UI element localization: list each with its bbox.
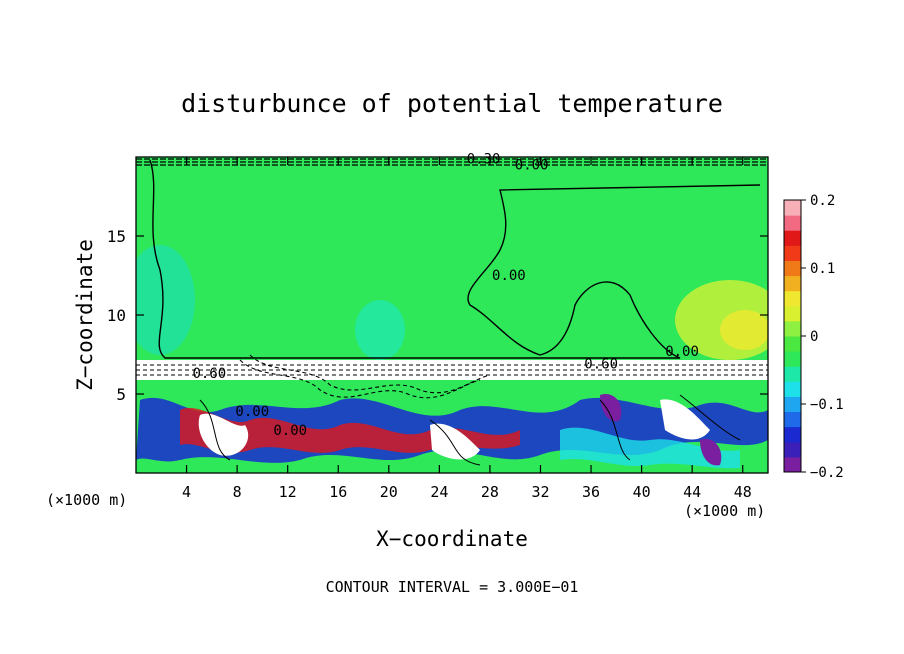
y-tick-label: 5 (116, 385, 126, 404)
x-tick-label: 48 (734, 483, 752, 501)
zero-contour-upper (149, 159, 761, 359)
chart-title: disturbunce of potential temperature (181, 89, 723, 118)
contour-labels: 0.000.000.000.000.000.600.600.30 (192, 151, 698, 439)
x-tick-label: 4 (182, 483, 191, 501)
colorbar-segment (784, 351, 801, 367)
x-tick-label: 12 (279, 483, 297, 501)
colorbar-tick-label: −0.2 (810, 465, 844, 481)
colorbar-segment (784, 245, 801, 261)
x-unit-left: (×1000 m) (46, 491, 127, 509)
colorbar-segment (784, 366, 801, 382)
colorbar-segment (784, 320, 801, 337)
dense-contours-inversion (136, 354, 768, 399)
contour-label: 0.00 (273, 423, 307, 439)
contour-label: 0.30 (467, 151, 501, 167)
x-tick-label: 40 (633, 483, 651, 501)
lower-turbulence-purple (600, 394, 722, 466)
x-tick-label: 36 (582, 483, 600, 501)
left-negative-region (136, 245, 195, 355)
colorbar-segment (784, 441, 801, 458)
x-tick-label: 28 (481, 483, 499, 501)
y-axis-label: Z−coordinate (73, 239, 97, 391)
heatmap-field (136, 157, 768, 473)
contour-label: 0.00 (665, 344, 699, 360)
right-positive-core (720, 310, 768, 350)
contour-interval: CONTOUR INTERVAL = 3.000E−01 (326, 578, 579, 596)
colorbar-segment (784, 215, 801, 231)
lower-contours (199, 394, 741, 466)
colorbar-segment (784, 275, 801, 292)
x-axis: 4 8 12 16 20 24 28 32 36 40 44 48 (182, 157, 752, 501)
colorbar-segment (784, 200, 801, 216)
colorbar-segment (784, 411, 801, 428)
top-boundary-contours (136, 158, 768, 166)
lower-turbulence-cyan (560, 427, 740, 469)
contour-label: 0.60 (192, 366, 226, 382)
contour-label: 0.00 (235, 404, 269, 420)
colorbar-segment (784, 260, 801, 277)
colorbar-segment (784, 396, 801, 413)
contour-label: 0.00 (492, 268, 526, 284)
y-axis: 5 10 15 (107, 227, 768, 404)
colorbar-segment (784, 290, 801, 307)
x-tick-label: 44 (683, 483, 701, 501)
colorbar-segment (784, 336, 801, 352)
mid-negative-region (355, 300, 405, 360)
x-unit-right: (×1000 m) (684, 502, 765, 520)
colorbar-segment (784, 305, 801, 322)
colorbar-segment (784, 381, 801, 397)
colorbar-segment (784, 456, 801, 473)
lower-turbulence-white (198, 399, 711, 460)
contour-label: 0.00 (515, 158, 549, 174)
x-tick-label: 24 (430, 483, 448, 501)
x-axis-label: X−coordinate (376, 527, 528, 551)
y-tick-label: 15 (107, 227, 126, 246)
colorbar-tick-label: 0 (810, 329, 818, 345)
x-tick-label: 32 (531, 483, 549, 501)
x-tick-label: 16 (329, 483, 347, 501)
colorbar-segment (784, 426, 801, 443)
x-tick-label: 20 (380, 483, 398, 501)
colorbar: 0.2 0.1 0 −0.1 −0.2 (783, 193, 844, 481)
colorbar-segment (784, 230, 801, 246)
y-tick-label: 10 (107, 306, 126, 325)
upper-layer-field (136, 157, 768, 363)
colorbar-tick-label: −0.1 (810, 397, 844, 413)
colorbar-tick-label: 0.2 (810, 193, 835, 209)
contour-label: 0.60 (584, 357, 618, 373)
colorbar-tick-label: 0.1 (810, 261, 835, 277)
x-tick-label: 8 (233, 483, 242, 501)
